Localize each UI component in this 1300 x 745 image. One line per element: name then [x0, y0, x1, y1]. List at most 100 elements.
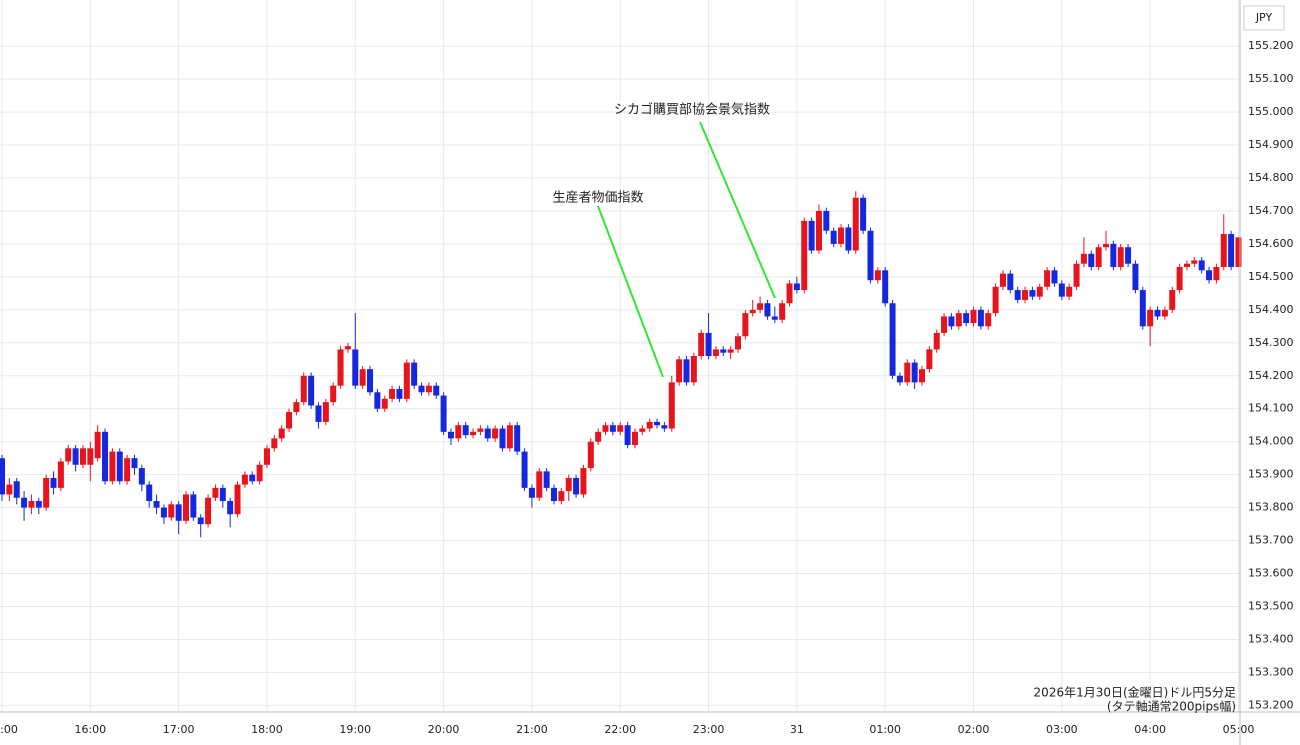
candle-body: [852, 197, 859, 251]
candle-body: [65, 448, 72, 462]
candle-body: [425, 385, 432, 393]
candle-body: [999, 273, 1006, 287]
footer-text: (タテ軸通常200pips幅): [1107, 699, 1236, 714]
candle-body: [631, 431, 638, 445]
candle-body: [6, 484, 13, 495]
candle-body: [749, 309, 756, 314]
candle-body: [433, 385, 440, 396]
y-tick-label: 154.800: [1248, 171, 1294, 184]
candle-body: [639, 428, 646, 432]
x-tick-label: 21:00: [516, 723, 548, 736]
candle-body: [116, 451, 123, 482]
candle-body: [690, 356, 697, 383]
currency-box: [1243, 5, 1285, 31]
candle-body: [1161, 309, 1168, 317]
candle-body: [160, 507, 167, 518]
candle-body: [1080, 253, 1087, 264]
candle-body: [411, 362, 418, 386]
x-tick-label: 05:00: [1223, 723, 1255, 736]
candle-body: [543, 471, 550, 488]
candle-body: [705, 332, 712, 356]
y-tick-label: 154.700: [1248, 204, 1294, 217]
candle-body: [241, 474, 248, 485]
candle-body: [506, 425, 513, 449]
candle-body: [742, 313, 749, 337]
y-tick-label: 153.500: [1248, 600, 1294, 613]
candle-body: [352, 349, 359, 386]
y-tick-label: 153.800: [1248, 501, 1294, 514]
x-tick-label: 19:00: [339, 723, 371, 736]
candle-body: [1125, 247, 1132, 264]
candle-body: [374, 392, 381, 409]
candle-body: [646, 421, 653, 429]
candle-body: [933, 332, 940, 350]
y-tick-label: 154.500: [1248, 270, 1294, 283]
candle-body: [1051, 270, 1058, 284]
x-tick-label: 18:00: [251, 723, 283, 736]
candle-body: [109, 451, 116, 482]
candle-body: [609, 425, 616, 432]
y-tick-label: 155.000: [1248, 105, 1294, 118]
candle-body: [565, 477, 572, 492]
candle-body: [771, 316, 778, 320]
candle-body: [617, 425, 624, 432]
candle-body: [256, 464, 263, 482]
candle-body: [249, 474, 256, 482]
candle-body: [558, 491, 565, 502]
candle-body: [322, 402, 329, 422]
candle-body: [1110, 243, 1117, 267]
candle-body: [1235, 237, 1242, 267]
candle-body: [1073, 263, 1080, 287]
candle-body: [793, 283, 800, 291]
candle-body: [735, 336, 741, 350]
candle-body: [175, 504, 182, 521]
candle-body: [396, 388, 403, 399]
candle-body: [823, 210, 830, 231]
candle-body: [867, 230, 874, 281]
candle-body: [963, 313, 970, 324]
candle-body: [1183, 263, 1190, 267]
y-tick-label: 155.100: [1248, 72, 1294, 85]
x-tick-label: 16:00: [74, 723, 106, 736]
x-tick-label: 15:00: [0, 723, 18, 736]
candle-body: [43, 477, 50, 508]
candle-body: [573, 477, 580, 495]
candle-body: [300, 375, 307, 403]
candle-body: [955, 313, 962, 327]
candle-body: [727, 349, 734, 353]
x-tick-label: 01:00: [869, 723, 901, 736]
candle-body: [359, 369, 366, 386]
candle-body: [403, 362, 410, 399]
y-tick-label: 155.200: [1248, 39, 1294, 52]
candle-body: [1014, 290, 1021, 300]
candle-body: [801, 220, 808, 291]
candle-body: [919, 369, 925, 383]
candle-body: [551, 487, 557, 502]
currency-label: JPY: [1255, 11, 1273, 24]
y-tick-label: 154.900: [1248, 138, 1294, 151]
candle-body: [661, 425, 668, 429]
candle-body: [970, 309, 977, 324]
candle-body: [1154, 309, 1161, 317]
y-tick-label: 153.400: [1248, 632, 1294, 645]
candle-body: [499, 428, 506, 449]
candle-body: [992, 286, 999, 314]
candle-body: [381, 398, 388, 409]
candle-body: [1220, 234, 1227, 267]
candle-body: [1095, 247, 1102, 267]
candle-body: [389, 388, 396, 399]
candle-body: [808, 220, 815, 251]
candle-body: [50, 477, 57, 488]
candle-body: [720, 349, 727, 353]
candle-body: [146, 484, 153, 502]
candle-body: [21, 497, 28, 508]
candle-body: [168, 504, 175, 518]
candle-body: [0, 458, 5, 495]
candle-body: [941, 316, 948, 333]
candle-body: [683, 359, 690, 383]
x-tick-label: 22:00: [604, 723, 636, 736]
candle-body: [595, 431, 602, 442]
candle-body: [153, 501, 160, 508]
candle-body: [131, 458, 138, 469]
candle-body: [308, 375, 315, 406]
